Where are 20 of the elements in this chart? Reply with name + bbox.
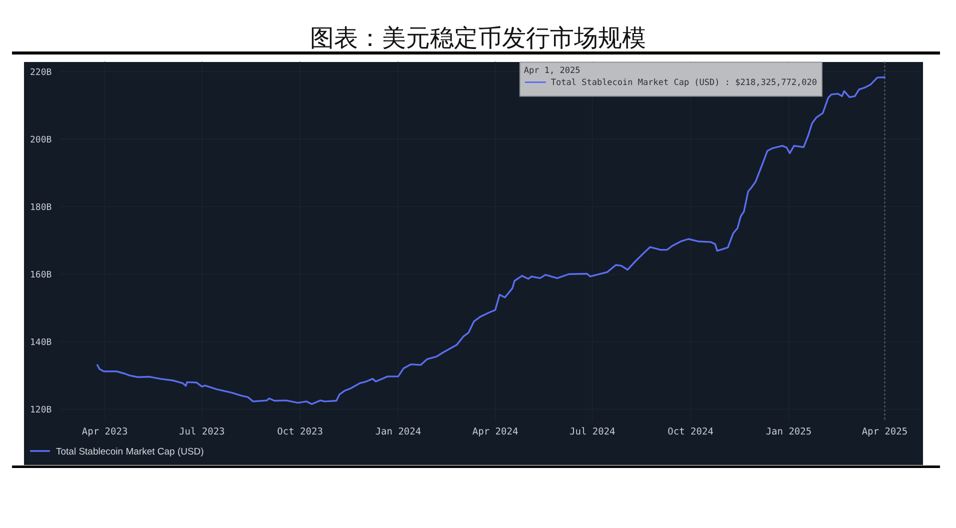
annotation: Apr 1, 2025 bbox=[524, 66, 580, 76]
x-tick-label: Jan 2025 bbox=[766, 426, 812, 438]
x-tick-label: Jul 2023 bbox=[179, 426, 225, 438]
chart-title: 图表：美元稳定币发行市场规模 bbox=[310, 24, 646, 52]
line-series bbox=[96, 76, 886, 405]
y-tick-label: 160B bbox=[30, 270, 52, 280]
y-tick-label: 140B bbox=[30, 338, 52, 348]
x-tick-label: Oct 2023 bbox=[277, 426, 323, 438]
y-tick-label: 200B bbox=[30, 135, 52, 146]
y-tick-label: 120B bbox=[30, 406, 52, 416]
x-tick-label: Apr 2025 bbox=[862, 426, 908, 438]
y-tick-label: 220B bbox=[30, 68, 52, 78]
x-tick-label: Apr 2023 bbox=[82, 426, 128, 438]
y-tick-label: 180B bbox=[30, 202, 52, 213]
legend-label: Total Stablecoin Market Cap (USD) bbox=[56, 446, 204, 458]
x-tick-label: Oct 2024 bbox=[668, 426, 714, 438]
annotation: Total Stablecoin Market Cap (USD) : $218,325,772,020 bbox=[550, 78, 817, 88]
x-tick-label: Apr 2024 bbox=[472, 426, 518, 438]
x-tick-label: Jul 2024 bbox=[570, 426, 616, 438]
x-tick-label: Jan 2024 bbox=[375, 426, 422, 438]
